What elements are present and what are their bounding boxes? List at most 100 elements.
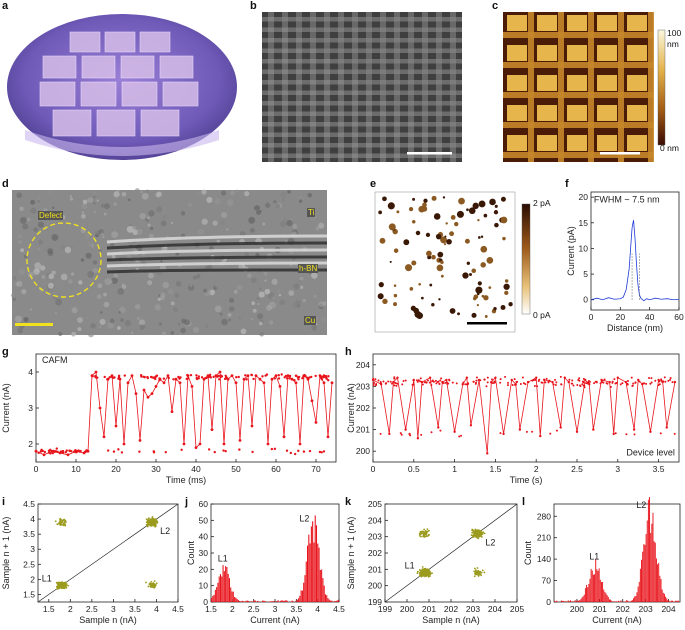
data-point xyxy=(162,377,166,380)
x-axis-label: Sample n (nA) xyxy=(422,615,480,625)
histogram-bar xyxy=(213,594,215,602)
current-spot xyxy=(389,260,392,263)
tem-grain xyxy=(145,307,149,311)
sem-row-line xyxy=(262,143,462,148)
scatter-point xyxy=(154,525,157,528)
data-point xyxy=(404,379,407,382)
tem-grain xyxy=(264,288,271,295)
x-tick-label: 10 xyxy=(71,464,81,474)
data-point xyxy=(437,426,440,429)
data-point xyxy=(273,377,277,380)
data-point xyxy=(198,442,202,446)
histogram-bar xyxy=(587,587,589,602)
data-point xyxy=(210,428,214,431)
y-tick-label: 4.5 xyxy=(23,499,35,509)
data-point xyxy=(411,383,414,386)
tem-grain xyxy=(293,283,300,290)
data-point xyxy=(521,376,524,379)
tem-grain xyxy=(279,299,286,306)
current-spot xyxy=(377,293,384,300)
data-point xyxy=(667,379,670,382)
histogram-bar xyxy=(234,597,236,602)
histogram-bar xyxy=(610,599,612,602)
tem-grain xyxy=(31,286,37,292)
data-point xyxy=(603,378,606,381)
tem-grain xyxy=(92,260,98,265)
tem-grain xyxy=(82,199,88,205)
current-spot xyxy=(443,243,447,246)
data-point xyxy=(654,379,657,382)
tem-grain xyxy=(80,293,83,297)
afm-pad xyxy=(627,135,647,151)
data-point xyxy=(167,376,170,380)
scatter-point xyxy=(429,573,432,576)
data-point xyxy=(238,439,242,442)
data-point xyxy=(536,385,539,388)
data-point xyxy=(430,431,433,434)
chart-h: 0 0.5 1 1.5 2 2.5 3 3.5 200 201 202 203 204 Time (s) C… xyxy=(346,353,680,485)
data-point xyxy=(222,449,225,452)
data-point xyxy=(112,376,115,379)
y-tick-label: 4 xyxy=(28,367,33,377)
data-point xyxy=(599,382,602,385)
y-tick-label: 15 xyxy=(579,218,589,228)
data-point xyxy=(318,374,322,377)
current-spot xyxy=(493,210,499,215)
tem-grain xyxy=(77,317,83,323)
scatter-point xyxy=(155,582,158,585)
scatter-point xyxy=(65,586,68,589)
data-point xyxy=(439,379,442,382)
tem-grain xyxy=(147,280,153,286)
data-point xyxy=(278,385,282,388)
tem-grain xyxy=(38,239,44,245)
data-point xyxy=(440,377,443,380)
histogram-bar xyxy=(314,515,316,602)
histogram-bar xyxy=(245,600,247,602)
sem-column-line xyxy=(282,12,288,162)
data-point xyxy=(234,381,238,385)
afm-pad xyxy=(567,15,587,31)
scatter-point xyxy=(59,519,61,521)
tem-grain xyxy=(263,271,268,277)
tem-grain xyxy=(98,228,104,235)
scatter-point xyxy=(63,521,66,523)
series-line xyxy=(590,220,680,302)
data-point xyxy=(293,452,297,456)
scatter-point xyxy=(60,585,62,588)
current-spot xyxy=(393,284,397,287)
scatter-point xyxy=(422,570,424,573)
tem-grain xyxy=(244,251,250,257)
data-point xyxy=(539,434,542,438)
data-point xyxy=(218,370,222,374)
data-point xyxy=(204,376,207,380)
tem-grain xyxy=(30,199,36,205)
data-point xyxy=(372,384,375,387)
scatter-point xyxy=(476,567,479,569)
data-point xyxy=(294,374,298,377)
scatter-point xyxy=(67,584,70,587)
tem-grain xyxy=(307,192,312,198)
data-point xyxy=(595,381,598,384)
data-point xyxy=(277,377,281,380)
data-point xyxy=(396,382,399,385)
current-spot xyxy=(423,198,428,203)
x-tick-label: 40 xyxy=(645,312,655,322)
data-point xyxy=(506,384,509,387)
histogram-bar xyxy=(227,573,229,602)
histogram-bar xyxy=(605,593,607,602)
x-tick-label: 2.5 xyxy=(571,464,583,474)
tem-grain xyxy=(121,191,127,197)
tem-grain xyxy=(18,268,26,275)
x-tick-label: 203 xyxy=(466,604,480,614)
tem-grain xyxy=(86,316,89,320)
current-spot xyxy=(508,302,513,307)
current-spot xyxy=(483,295,489,301)
histogram-bar xyxy=(618,600,620,602)
data-point xyxy=(657,378,660,382)
tem-grain xyxy=(201,189,207,195)
histogram-bar xyxy=(643,544,645,602)
data-point xyxy=(388,432,391,436)
plot-frame xyxy=(590,191,680,311)
current-spot xyxy=(458,197,465,205)
data-point xyxy=(547,381,550,384)
